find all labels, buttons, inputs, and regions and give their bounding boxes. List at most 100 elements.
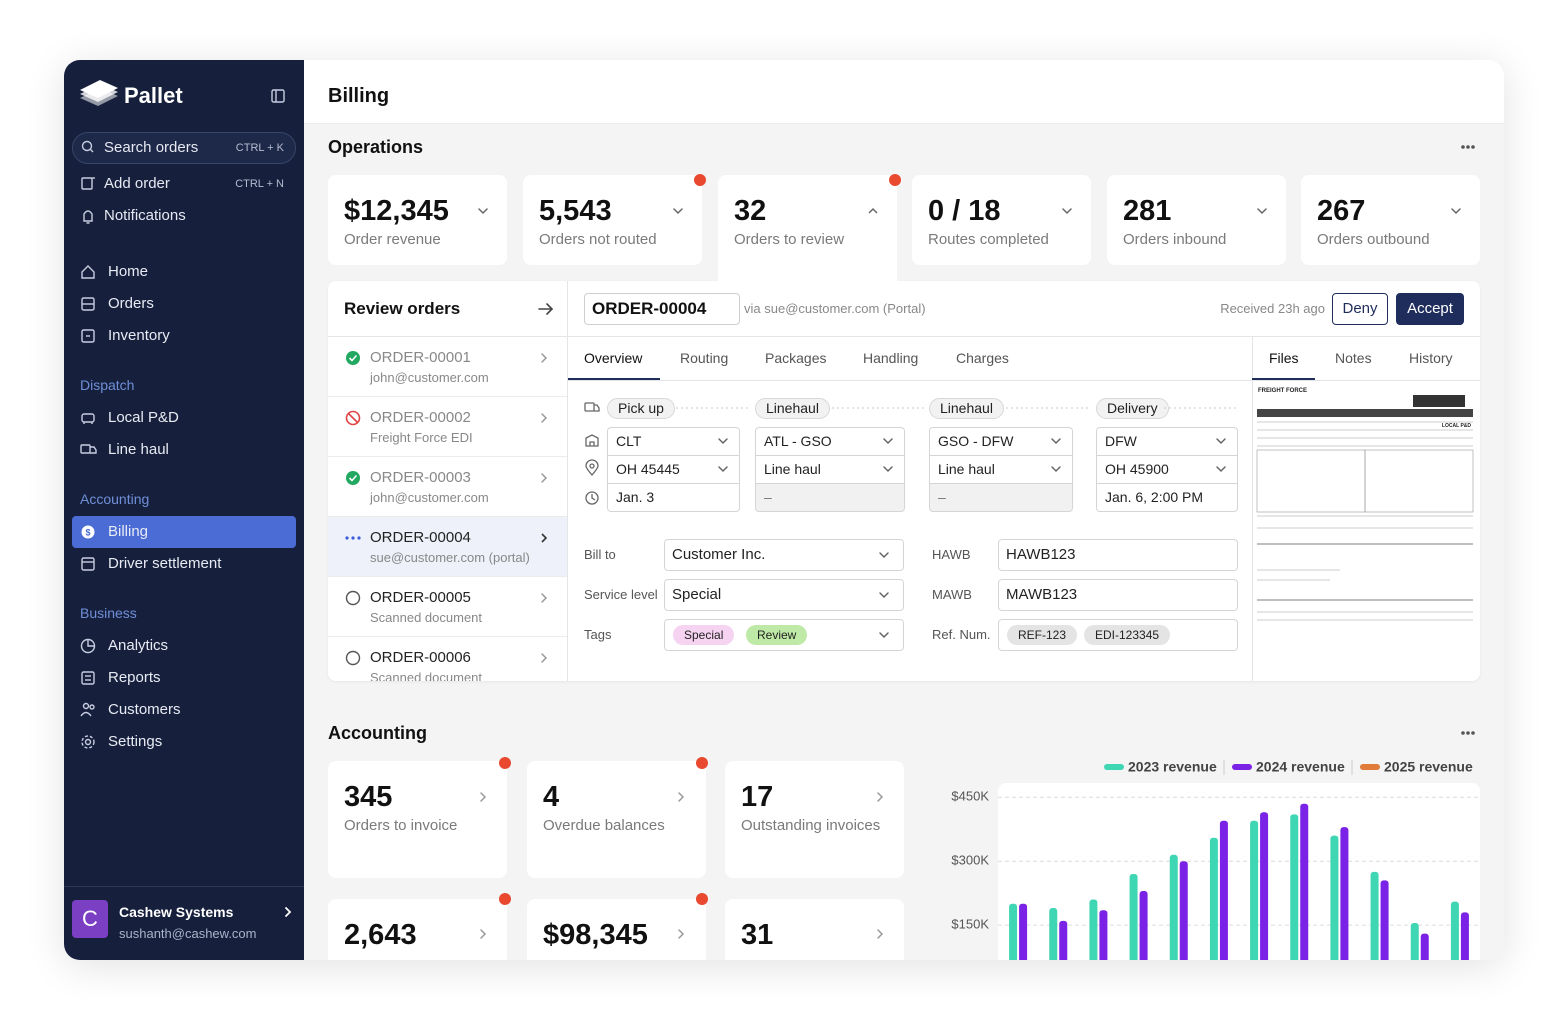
stop-value: CLT bbox=[616, 433, 642, 449]
order-list: ORDER-00001 john@customer.com ORDER-00002 F… bbox=[328, 337, 567, 681]
tab[interactable]: Charges bbox=[956, 350, 1009, 366]
review-title: Review orders bbox=[344, 299, 461, 318]
stat-value: 5,543 bbox=[539, 195, 612, 227]
form-field[interactable] bbox=[664, 579, 904, 611]
stop-field bbox=[929, 483, 1073, 512]
stop-field[interactable] bbox=[755, 455, 905, 484]
legend-swatch bbox=[1232, 764, 1252, 770]
form-field[interactable] bbox=[664, 539, 904, 571]
nav-item[interactable]: Line haul bbox=[108, 441, 169, 458]
tab[interactable]: Routing bbox=[680, 350, 729, 366]
stat-label: Order revenue bbox=[344, 231, 441, 248]
accounting-card[interactable] bbox=[725, 761, 904, 878]
nav-item[interactable]: Reports bbox=[108, 669, 161, 686]
accounting-card[interactable] bbox=[328, 899, 507, 960]
nav-item[interactable]: Settings bbox=[108, 733, 163, 750]
tag: Review bbox=[746, 625, 808, 645]
stop-value: OH 45445 bbox=[616, 461, 680, 477]
accounting-card[interactable] bbox=[527, 899, 706, 960]
form-label: MAWB bbox=[932, 587, 972, 602]
order-source: sue@customer.com (portal) bbox=[370, 550, 530, 565]
bar bbox=[1089, 899, 1098, 960]
bar bbox=[1330, 835, 1339, 960]
order-source: Scanned document bbox=[370, 670, 483, 681]
tab[interactable]: Handling bbox=[863, 350, 919, 366]
order-id: ORDER-00004 bbox=[370, 529, 471, 546]
bar bbox=[1460, 912, 1469, 960]
nav-item[interactable]: Orders bbox=[108, 295, 154, 312]
stop-value: GSO - DFW bbox=[938, 433, 1014, 449]
nav-section-title: Accounting bbox=[80, 491, 150, 507]
stat-value: $12,345 bbox=[344, 195, 449, 227]
sidebar-action[interactable]: Notifications bbox=[104, 207, 186, 224]
tag: Special bbox=[673, 625, 735, 645]
stop-value: ATL - GSO bbox=[764, 433, 832, 449]
order-source: john@customer.com bbox=[370, 370, 489, 385]
nav-item[interactable]: Local P&D bbox=[108, 409, 179, 426]
nav-item[interactable]: Customers bbox=[108, 701, 181, 718]
form-label: HAWB bbox=[932, 547, 971, 562]
bar bbox=[1290, 814, 1299, 960]
bar bbox=[1049, 908, 1058, 960]
order-source: Scanned document bbox=[370, 610, 483, 625]
sidebar-action[interactable]: Add order bbox=[104, 175, 170, 192]
form-field[interactable] bbox=[998, 579, 1238, 611]
stat-card[interactable] bbox=[1301, 175, 1480, 265]
stat-card[interactable] bbox=[523, 175, 702, 265]
side-tab[interactable]: Notes bbox=[1335, 350, 1372, 366]
stop-field[interactable] bbox=[607, 483, 740, 512]
order-received: Received 23h ago bbox=[1220, 301, 1325, 316]
bar bbox=[1139, 891, 1148, 960]
order-field bbox=[584, 293, 740, 325]
tab[interactable]: Packages bbox=[765, 350, 827, 366]
avatar: C bbox=[72, 900, 108, 938]
card-value: 31 bbox=[741, 919, 774, 951]
stop-field bbox=[755, 483, 905, 512]
order-source: john@customer.com bbox=[370, 490, 489, 505]
accept-button[interactable]: Accept bbox=[1396, 293, 1464, 325]
stop-field[interactable] bbox=[929, 427, 1073, 456]
stat-card[interactable] bbox=[912, 175, 1091, 265]
bar bbox=[1300, 803, 1309, 960]
order-row[interactable] bbox=[328, 517, 567, 577]
stat-card[interactable] bbox=[328, 175, 507, 265]
side-tab[interactable]: History bbox=[1409, 350, 1453, 366]
nav-item[interactable]: Driver settlement bbox=[108, 555, 222, 572]
nav-section-title: Business bbox=[80, 605, 137, 621]
stop-field[interactable] bbox=[607, 427, 740, 456]
bar bbox=[1260, 812, 1269, 960]
order-row[interactable] bbox=[328, 337, 567, 397]
form-value: MAWB123 bbox=[1006, 586, 1078, 603]
order-row[interactable] bbox=[328, 457, 567, 517]
nav-item[interactable]: Billing bbox=[108, 523, 149, 540]
search-box[interactable] bbox=[72, 132, 296, 164]
stat-card[interactable] bbox=[1107, 175, 1286, 265]
bar bbox=[1009, 903, 1018, 960]
divider bbox=[328, 336, 1480, 337]
order-row[interactable] bbox=[328, 397, 567, 457]
accounting-card[interactable] bbox=[527, 761, 706, 878]
order-row[interactable] bbox=[328, 637, 567, 681]
nav-item[interactable]: Analytics bbox=[108, 637, 169, 654]
sidebar-divider bbox=[64, 886, 304, 887]
section-title: Operations bbox=[328, 137, 424, 157]
stop-field[interactable] bbox=[1096, 483, 1238, 512]
account-name[interactable]: Cashew Systems bbox=[119, 904, 234, 920]
nav-item[interactable]: Home bbox=[108, 263, 149, 280]
bar bbox=[1380, 880, 1389, 960]
nav-item[interactable]: Inventory bbox=[108, 327, 170, 344]
accounting-card[interactable] bbox=[328, 761, 507, 878]
form-field[interactable] bbox=[998, 539, 1238, 571]
legend-label: 2024 revenue bbox=[1256, 759, 1345, 775]
tag: REF-123 bbox=[1007, 625, 1078, 645]
order-id: ORDER-00001 bbox=[370, 349, 471, 366]
tab[interactable]: Overview bbox=[584, 350, 643, 366]
order-row[interactable] bbox=[328, 577, 567, 637]
deny-button[interactable]: Deny bbox=[1332, 293, 1388, 325]
side-tab[interactable]: Files bbox=[1269, 350, 1299, 366]
order-id: ORDER-00002 bbox=[370, 409, 471, 426]
stop-field[interactable] bbox=[607, 455, 740, 484]
accounting-card[interactable] bbox=[725, 899, 904, 960]
stat-card[interactable] bbox=[718, 175, 897, 285]
divider bbox=[1253, 380, 1480, 381]
